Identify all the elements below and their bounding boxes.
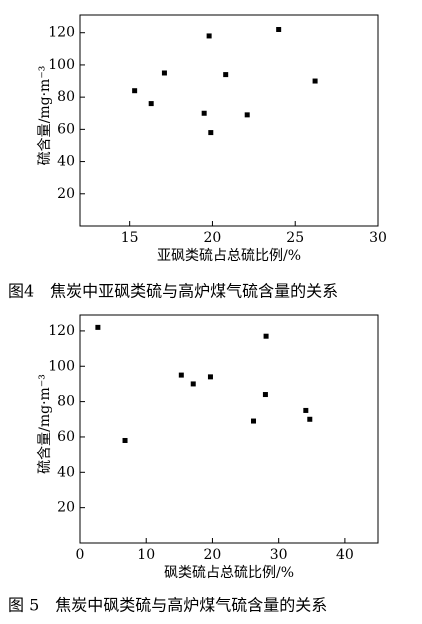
point bbox=[207, 374, 213, 380]
y-tick-label: 20 bbox=[57, 500, 75, 516]
y-axis-label: 硫含量/mg·m⁻³ bbox=[37, 374, 53, 474]
y-tick-label: 120 bbox=[48, 25, 75, 41]
y-tick-label: 40 bbox=[57, 154, 75, 170]
x-tick-label: 25 bbox=[286, 230, 304, 246]
point bbox=[190, 381, 196, 387]
y-tick-label: 20 bbox=[57, 186, 75, 202]
point bbox=[132, 88, 138, 94]
y-axis-label: 硫含量/mg·m⁻³ bbox=[37, 66, 53, 166]
point bbox=[208, 130, 214, 136]
point bbox=[276, 26, 282, 32]
y-tick-label: 80 bbox=[57, 394, 75, 410]
x-tick-label: 10 bbox=[137, 547, 155, 563]
point bbox=[263, 333, 269, 339]
x-tick-label: 20 bbox=[204, 230, 222, 246]
x-tick-label: 40 bbox=[336, 547, 354, 563]
point bbox=[312, 78, 318, 84]
y-tick-label: 100 bbox=[48, 358, 75, 374]
x-axis-label: 亚砜类硫占总硫比例/% bbox=[157, 248, 301, 264]
point bbox=[178, 372, 184, 378]
x-tick-label: 30 bbox=[270, 547, 288, 563]
point bbox=[223, 72, 229, 78]
x-tick-label: 0 bbox=[76, 547, 85, 563]
y-tick-label: 80 bbox=[57, 89, 75, 105]
y-tick-label: 60 bbox=[57, 429, 75, 445]
plot-frame bbox=[79, 314, 379, 544]
point bbox=[122, 437, 128, 443]
y-tick-label: 40 bbox=[57, 464, 75, 480]
point bbox=[262, 392, 268, 398]
point bbox=[251, 418, 257, 424]
point bbox=[161, 70, 167, 76]
point bbox=[148, 101, 154, 107]
point bbox=[206, 33, 212, 39]
y-tick-label: 100 bbox=[48, 57, 75, 73]
caption: 图4 焦炭中亚砜类硫与高炉煤气硫含量的关系 bbox=[8, 282, 338, 301]
point bbox=[244, 112, 250, 118]
caption: 图 5 焦炭中砜类硫与高炉煤气硫含量的关系 bbox=[8, 596, 327, 615]
point bbox=[95, 324, 101, 330]
point bbox=[307, 416, 313, 422]
point bbox=[303, 407, 309, 413]
x-tick-label: 15 bbox=[121, 230, 139, 246]
plot-frame bbox=[79, 14, 379, 227]
point bbox=[201, 110, 207, 116]
y-tick-label: 120 bbox=[48, 323, 75, 339]
x-tick-label: 30 bbox=[369, 230, 387, 246]
y-tick-label: 60 bbox=[57, 121, 75, 137]
x-axis-label: 砜类硫占总硫比例/% bbox=[164, 565, 294, 581]
x-tick-label: 20 bbox=[204, 547, 222, 563]
